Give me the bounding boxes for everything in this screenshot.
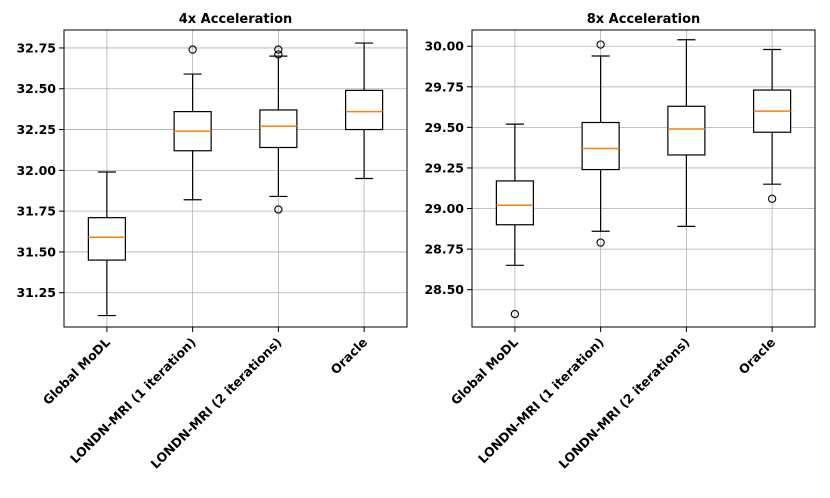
chart0-box-londn-2-iterations-outlier: [274, 45, 283, 54]
chart1-title: 8x Acceleration: [587, 12, 701, 27]
chart0-y-tick-label: 31.25: [16, 285, 56, 300]
chart1-y-tick-label: 28.75: [424, 242, 464, 257]
chart1-box-global-modl-outlier: [510, 309, 520, 319]
chart1-y-tick-label: 29.00: [424, 201, 464, 216]
chart0-box-londn-2-iterations-outlier: [274, 205, 283, 214]
chart-4x-acceleration: 4x Acceleration 31.25 31.50 31.75 32.00 32.25…: [16, 12, 408, 471]
chart0-box-londn-2-iterations-outlier: [274, 50, 283, 59]
chart0-y-tick-label: 32.75: [16, 40, 56, 55]
chart0-y-tick-label: 31.50: [16, 244, 56, 259]
chart0-box-oracle: [345, 42, 384, 180]
chart0-box-londn-1-iteration: [173, 45, 212, 201]
chart1-x-tick-label-oracle: Oracle: [736, 335, 779, 378]
chart1-box-oracle: [753, 48, 792, 203]
chart1-x-tick-label-global-modl: Global MoDL: [448, 334, 521, 407]
chart1-box-oracle-outlier: [767, 194, 777, 203]
chart1-box-londn-1-iteration-outlier: [596, 238, 605, 247]
chart0-y-tick-label: 32.50: [16, 81, 56, 96]
chart0-x-tick-label-global-modl: Global MoDL: [40, 334, 113, 407]
chart0-box-global-modl: [87, 171, 126, 317]
chart1-box-global-modl-iqr-box: [495, 180, 534, 226]
chart0-box-londn-1-iteration-outlier: [188, 45, 197, 54]
chart1-y-tick-label: 29.25: [424, 160, 464, 175]
chart0-axes-frame: [63, 29, 408, 328]
chart0-title: 4x Acceleration: [179, 12, 293, 27]
chart1-box-londn-2-iterations: [667, 39, 706, 227]
chart-8x-acceleration: 8x Acceleration 28.50 28.75 29.00 29.25 29.50…: [424, 12, 816, 471]
chart0-x-tick-label-oracle: Oracle: [328, 335, 371, 378]
chart0-box-global-modl-iqr-box: [87, 217, 126, 261]
chart1-y-tick-label: 30.00: [424, 39, 464, 54]
chart1-box-londn-1-iteration-outlier: [596, 40, 605, 49]
chart0-box-londn-2-iterations: [259, 45, 298, 214]
chart1-axes-frame: [471, 29, 816, 328]
chart1-y-tick-label: 29.75: [424, 79, 464, 94]
chart1-box-londn-1-iteration: [581, 40, 620, 247]
chart1-y-tick-label: 29.50: [424, 120, 464, 135]
chart0-y-tick-label: 32.00: [16, 163, 56, 178]
chart1-box-londn-2-iterations-iqr-box: [667, 105, 706, 156]
chart0-y-tick-label: 32.25: [16, 122, 56, 137]
chart1-box-global-modl: [495, 123, 534, 319]
chart0-box-londn-2-iterations-iqr-box: [259, 109, 298, 149]
chart1-y-tick-label: 28.50: [424, 282, 464, 297]
chart1-box-londn-1-iteration-iqr-box: [581, 121, 620, 171]
chart0-y-tick-label: 31.75: [16, 204, 56, 219]
chart0-box-oracle-iqr-box: [345, 89, 384, 131]
